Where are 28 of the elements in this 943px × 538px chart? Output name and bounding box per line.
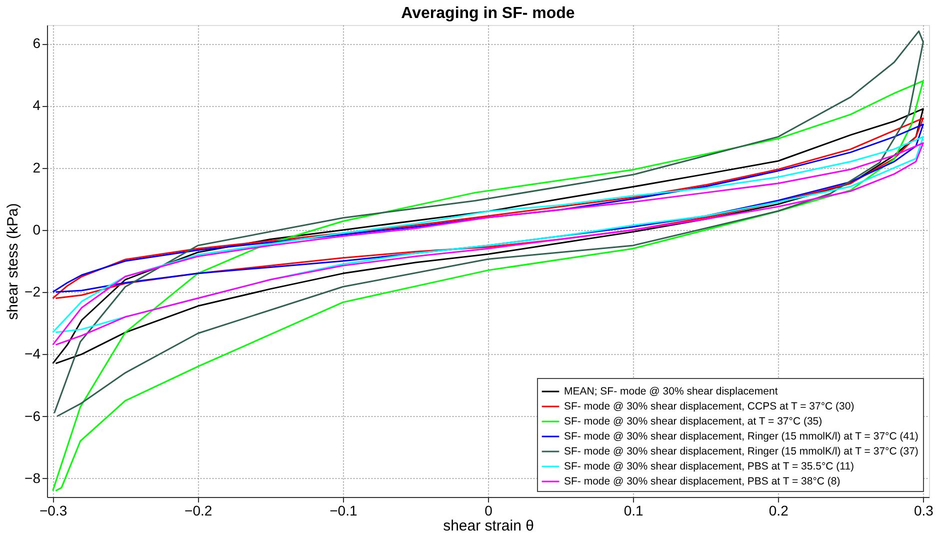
line-series [52,108,924,364]
legend-label: SF- mode @ 30% shear displacement, Ringer (15 mmolK/l) at T = 37°C (41) [564,430,918,442]
legend-label: MEAN; SF- mode @ 30% shear displacement [564,386,778,398]
x-tick-label: −0.2 [184,502,212,518]
y-tick-label: 0 [32,221,41,238]
x-tick-label: 0.3 [914,502,934,518]
legend-label: SF- mode @ 30% shear displacement, PBS at T = 35.5°C (11) [564,460,854,472]
legend-label: SF- mode @ 30% shear displacement, Ringer (15 mmolK/l) at T = 37°C (37) [564,446,918,458]
legend-label: SF- mode @ 30% shear displacement, at T = 37°C (35) [564,416,822,428]
legend-label: SF- mode @ 30% shear displacement, CCPS at T = 37°C (30) [564,400,854,412]
y-tick-label: 2 [32,159,41,176]
y-tick-label: −8 [24,470,41,486]
y-tick-label: −2 [24,284,41,300]
x-tick-label: 0 [484,502,493,518]
line-series [54,30,924,418]
chart-title: Averaging in SF- mode [401,5,575,22]
legend-label: SF- mode @ 30% shear displacement, PBS at T = 38°C (8) [564,476,840,488]
x-axis-title: shear strain θ [443,518,534,534]
y-tick-label: 6 [32,35,41,52]
x-tick-label: −0.1 [330,502,358,518]
x-tick-label: 0.2 [768,502,789,518]
line-series [52,80,924,492]
x-tick-label: 0.1 [624,502,644,518]
y-tick-label: 4 [32,97,41,114]
y-tick-label: −6 [24,408,41,424]
y-axis-title: shear stess (kPa) [4,203,22,320]
x-tick-label: −0.3 [39,502,68,518]
y-tick-label: −4 [24,346,41,362]
